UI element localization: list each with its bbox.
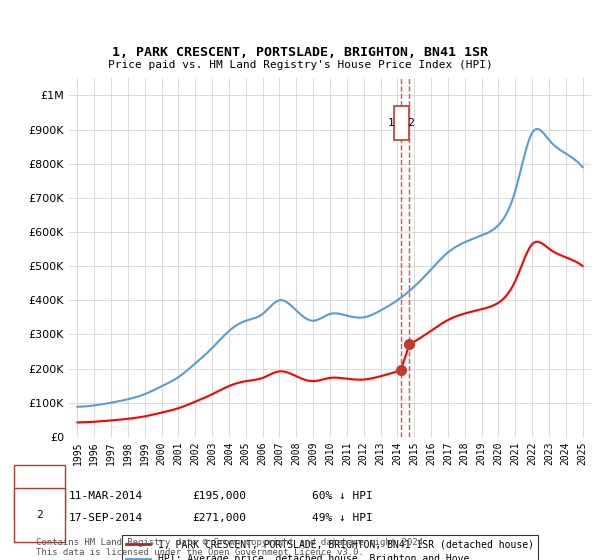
Text: £195,000: £195,000 [192,491,246,501]
Text: 17-SEP-2014: 17-SEP-2014 [69,513,143,523]
Legend: 1, PARK CRESCENT, PORTSLADE, BRIGHTON, BN41 1SR (detached house), HPI: Average p: 1, PARK CRESCENT, PORTSLADE, BRIGHTON, B… [122,535,538,560]
Text: £271,000: £271,000 [192,513,246,523]
Text: 1  2: 1 2 [388,118,415,128]
Text: 60% ↓ HPI: 60% ↓ HPI [312,491,373,501]
FancyBboxPatch shape [394,106,409,140]
Text: 1, PARK CRESCENT, PORTSLADE, BRIGHTON, BN41 1SR: 1, PARK CRESCENT, PORTSLADE, BRIGHTON, B… [112,46,488,59]
Text: 1: 1 [36,488,43,498]
Text: 49% ↓ HPI: 49% ↓ HPI [312,513,373,523]
Text: Price paid vs. HM Land Registry's House Price Index (HPI): Price paid vs. HM Land Registry's House … [107,60,493,70]
Text: Contains HM Land Registry data © Crown copyright and database right 2024.
This d: Contains HM Land Registry data © Crown c… [36,538,428,557]
Text: 2: 2 [36,510,43,520]
Text: 11-MAR-2014: 11-MAR-2014 [69,491,143,501]
